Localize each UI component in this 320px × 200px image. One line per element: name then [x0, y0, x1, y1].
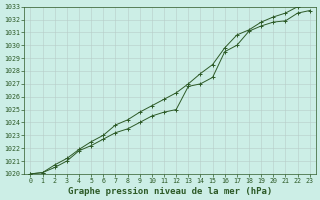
- X-axis label: Graphe pression niveau de la mer (hPa): Graphe pression niveau de la mer (hPa): [68, 187, 272, 196]
